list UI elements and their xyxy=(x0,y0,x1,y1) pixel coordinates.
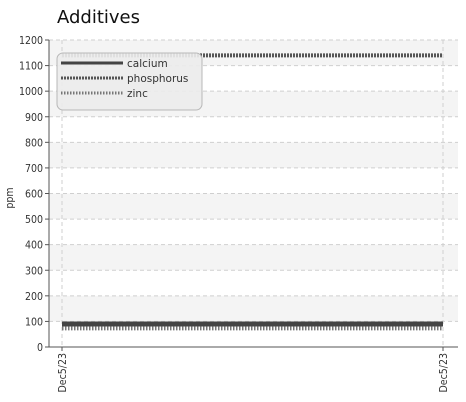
background-band xyxy=(49,295,458,322)
y-tick-label: 300 xyxy=(25,265,43,277)
chart-title: Additives xyxy=(57,7,141,28)
legend-label-calcium: calcium xyxy=(127,58,168,70)
background-band xyxy=(49,193,458,220)
y-tick-label: 500 xyxy=(25,214,43,226)
y-tick-label: 1100 xyxy=(19,61,43,73)
x-tick-label: Dec5/23 xyxy=(57,353,69,393)
y-tick-labels: 0 100 200 300 400 500 600 700 800 900 1000 1100 1200 xyxy=(19,35,43,354)
y-tick-label: 0 xyxy=(37,342,43,354)
axes xyxy=(45,39,458,351)
legend-box xyxy=(56,52,203,111)
legend-label-phosphorus: phosphorus xyxy=(127,73,188,85)
x-tick-label: Dec5/23 xyxy=(438,353,450,393)
y-tick-label: 100 xyxy=(25,316,43,328)
y-axis-label: ppm xyxy=(4,187,16,208)
y-tick-label: 600 xyxy=(25,189,43,201)
y-tick-label: 200 xyxy=(25,291,43,303)
grid-lines xyxy=(49,39,458,347)
legend: calcium phosphorus zinc xyxy=(56,52,203,111)
y-tick-label: 1000 xyxy=(19,86,43,98)
background-band xyxy=(49,142,458,168)
y-tick-label: 700 xyxy=(25,163,43,175)
x-tick-labels: Dec5/23 Dec5/23 xyxy=(57,353,450,393)
y-tick-label: 400 xyxy=(25,240,43,252)
y-tick-label: 800 xyxy=(25,137,43,149)
background-band xyxy=(49,244,458,271)
y-tick-label: 900 xyxy=(25,112,43,124)
legend-label-zinc: zinc xyxy=(127,88,148,100)
y-tick-label: 1200 xyxy=(19,35,43,47)
